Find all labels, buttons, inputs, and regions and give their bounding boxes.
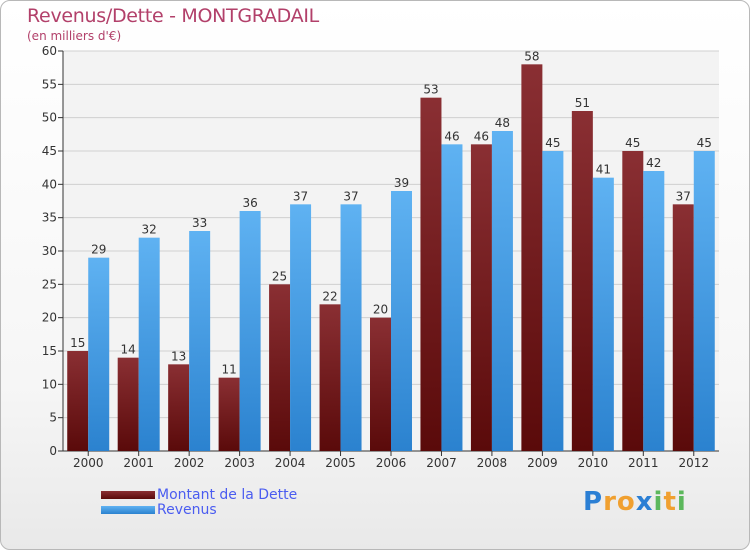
data-label: 53 <box>423 83 438 97</box>
bar-revenus <box>542 151 564 451</box>
legend-label-revenus: Revenus <box>157 501 217 518</box>
data-label: 32 <box>142 223 157 237</box>
proxiti-letter: t <box>663 487 677 517</box>
proxiti-logo: Proxiti <box>583 487 687 517</box>
data-label: 45 <box>625 136 640 150</box>
bar-dette <box>168 364 190 451</box>
bar-revenus <box>189 231 211 451</box>
data-label: 42 <box>646 156 661 170</box>
x-tick-label: 2001 <box>123 456 154 470</box>
y-tick-label: 55 <box>42 77 57 91</box>
x-tick-label: 2010 <box>578 456 609 470</box>
bar-revenus <box>290 204 312 451</box>
proxiti-letter: P <box>583 487 604 517</box>
legend-item-dette: Montant de la Dette <box>101 486 298 503</box>
y-tick-label: 50 <box>42 111 57 125</box>
proxiti-letter: o <box>616 487 636 517</box>
bar-dette <box>117 357 139 451</box>
data-label: 41 <box>596 163 611 177</box>
data-label: 33 <box>192 216 207 230</box>
bar-dette <box>67 351 89 451</box>
bar-dette <box>370 317 391 451</box>
x-tick-label: 2007 <box>426 456 457 470</box>
data-label: 45 <box>697 136 712 150</box>
y-tick-label: 20 <box>42 311 57 325</box>
bar-revenus <box>239 211 261 451</box>
y-tick-label: 0 <box>49 444 57 458</box>
y-tick-label: 5 <box>49 411 57 425</box>
bar-dette <box>269 284 291 451</box>
proxiti-letter: i <box>653 487 664 517</box>
legend-item-revenus: Revenus <box>101 501 297 518</box>
data-label: 58 <box>524 49 539 63</box>
data-label: 46 <box>474 129 489 143</box>
legend-swatch-revenus <box>101 505 155 514</box>
y-tick-label: 40 <box>42 177 57 191</box>
data-label: 14 <box>121 343 136 357</box>
data-label: 29 <box>91 243 106 257</box>
y-tick-label: 10 <box>42 377 57 391</box>
proxiti-letter: x <box>635 487 654 517</box>
legend-label-dette: Montant de la Dette <box>157 486 298 503</box>
y-tick-label: 30 <box>42 244 57 258</box>
data-label: 20 <box>373 303 388 317</box>
data-label: 45 <box>545 136 560 150</box>
x-tick-label: 2009 <box>527 456 558 470</box>
bar-revenus <box>592 177 614 451</box>
bar-dette <box>622 151 644 451</box>
bar-revenus <box>643 171 665 451</box>
legend-swatch-dette <box>101 490 155 499</box>
bar-revenus <box>88 257 110 451</box>
data-label: 22 <box>322 289 337 303</box>
x-tick-label: 2008 <box>477 456 508 470</box>
y-tick-label: 15 <box>42 344 57 358</box>
x-tick-label: 2012 <box>678 456 709 470</box>
data-label: 37 <box>293 189 308 203</box>
data-label: 37 <box>676 189 691 203</box>
data-label: 36 <box>242 196 257 210</box>
data-label: 37 <box>343 189 358 203</box>
data-label: 46 <box>444 129 459 143</box>
data-label: 13 <box>171 349 186 363</box>
data-label: 39 <box>394 176 409 190</box>
bar-dette <box>470 144 492 452</box>
x-tick-label: 2005 <box>325 456 356 470</box>
bar-revenus <box>491 131 513 451</box>
proxiti-letter: r <box>603 487 617 517</box>
x-tick-label: 2006 <box>376 456 407 470</box>
y-tick-label: 35 <box>42 211 57 225</box>
data-label: 51 <box>575 96 590 110</box>
chart-title: Revenus/Dette - MONTGRADAIL <box>27 5 319 27</box>
data-label: 48 <box>495 116 510 130</box>
x-tick-label: 2000 <box>73 456 104 470</box>
bar-dette <box>319 304 341 451</box>
bar-revenus <box>693 151 715 451</box>
bar-revenus <box>441 144 463 452</box>
bar-dette <box>521 64 543 452</box>
y-tick-label: 25 <box>42 277 57 291</box>
x-tick-label: 2002 <box>174 456 205 470</box>
legend: Montant de la Dette Revenus <box>101 486 298 518</box>
x-tick-label: 2003 <box>224 456 255 470</box>
y-tick-label: 45 <box>42 144 57 158</box>
bar-dette <box>218 377 240 451</box>
y-tick-label: 60 <box>42 44 57 58</box>
chart-subtitle: (en milliers d'€) <box>27 29 122 43</box>
bar-revenus <box>340 204 362 451</box>
data-label: 25 <box>272 269 287 283</box>
proxiti-letter: i <box>676 487 687 517</box>
bar-revenus <box>391 191 412 451</box>
bar-dette <box>571 111 593 451</box>
bar-dette <box>420 97 442 452</box>
data-label: 11 <box>221 363 236 377</box>
bar-dette <box>672 204 694 451</box>
x-tick-label: 2004 <box>275 456 306 470</box>
x-tick-label: 2011 <box>628 456 659 470</box>
bar-revenus <box>138 237 160 451</box>
data-label: 15 <box>70 336 85 350</box>
